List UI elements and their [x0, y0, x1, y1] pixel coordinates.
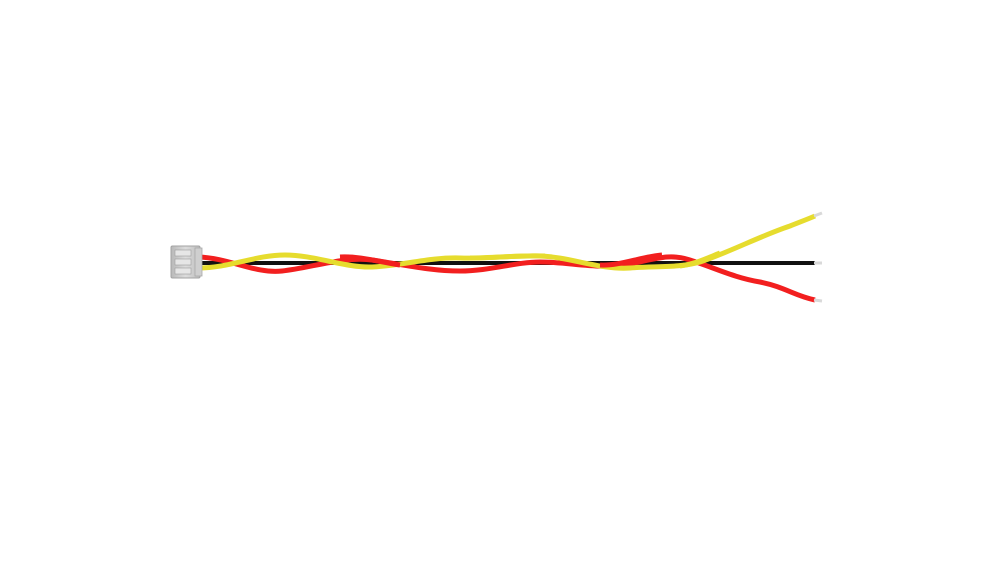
yellow-wire: [197, 213, 816, 271]
connector-housing-icon: [170, 245, 203, 279]
red-wire: [197, 254, 816, 303]
connector-pin-slot: [174, 258, 192, 266]
connector-pin-slot: [174, 267, 192, 275]
red-wire-stripped-end: [813, 298, 823, 303]
yellow-wire-stripped-end: [813, 211, 823, 218]
connector-pin-slot: [174, 249, 192, 257]
red-wire-overlap: [599, 252, 663, 268]
yellow-wire-overlap: [469, 253, 546, 261]
yellow-wire-overlap: [679, 250, 721, 269]
red-wire-overlap: [339, 254, 401, 268]
